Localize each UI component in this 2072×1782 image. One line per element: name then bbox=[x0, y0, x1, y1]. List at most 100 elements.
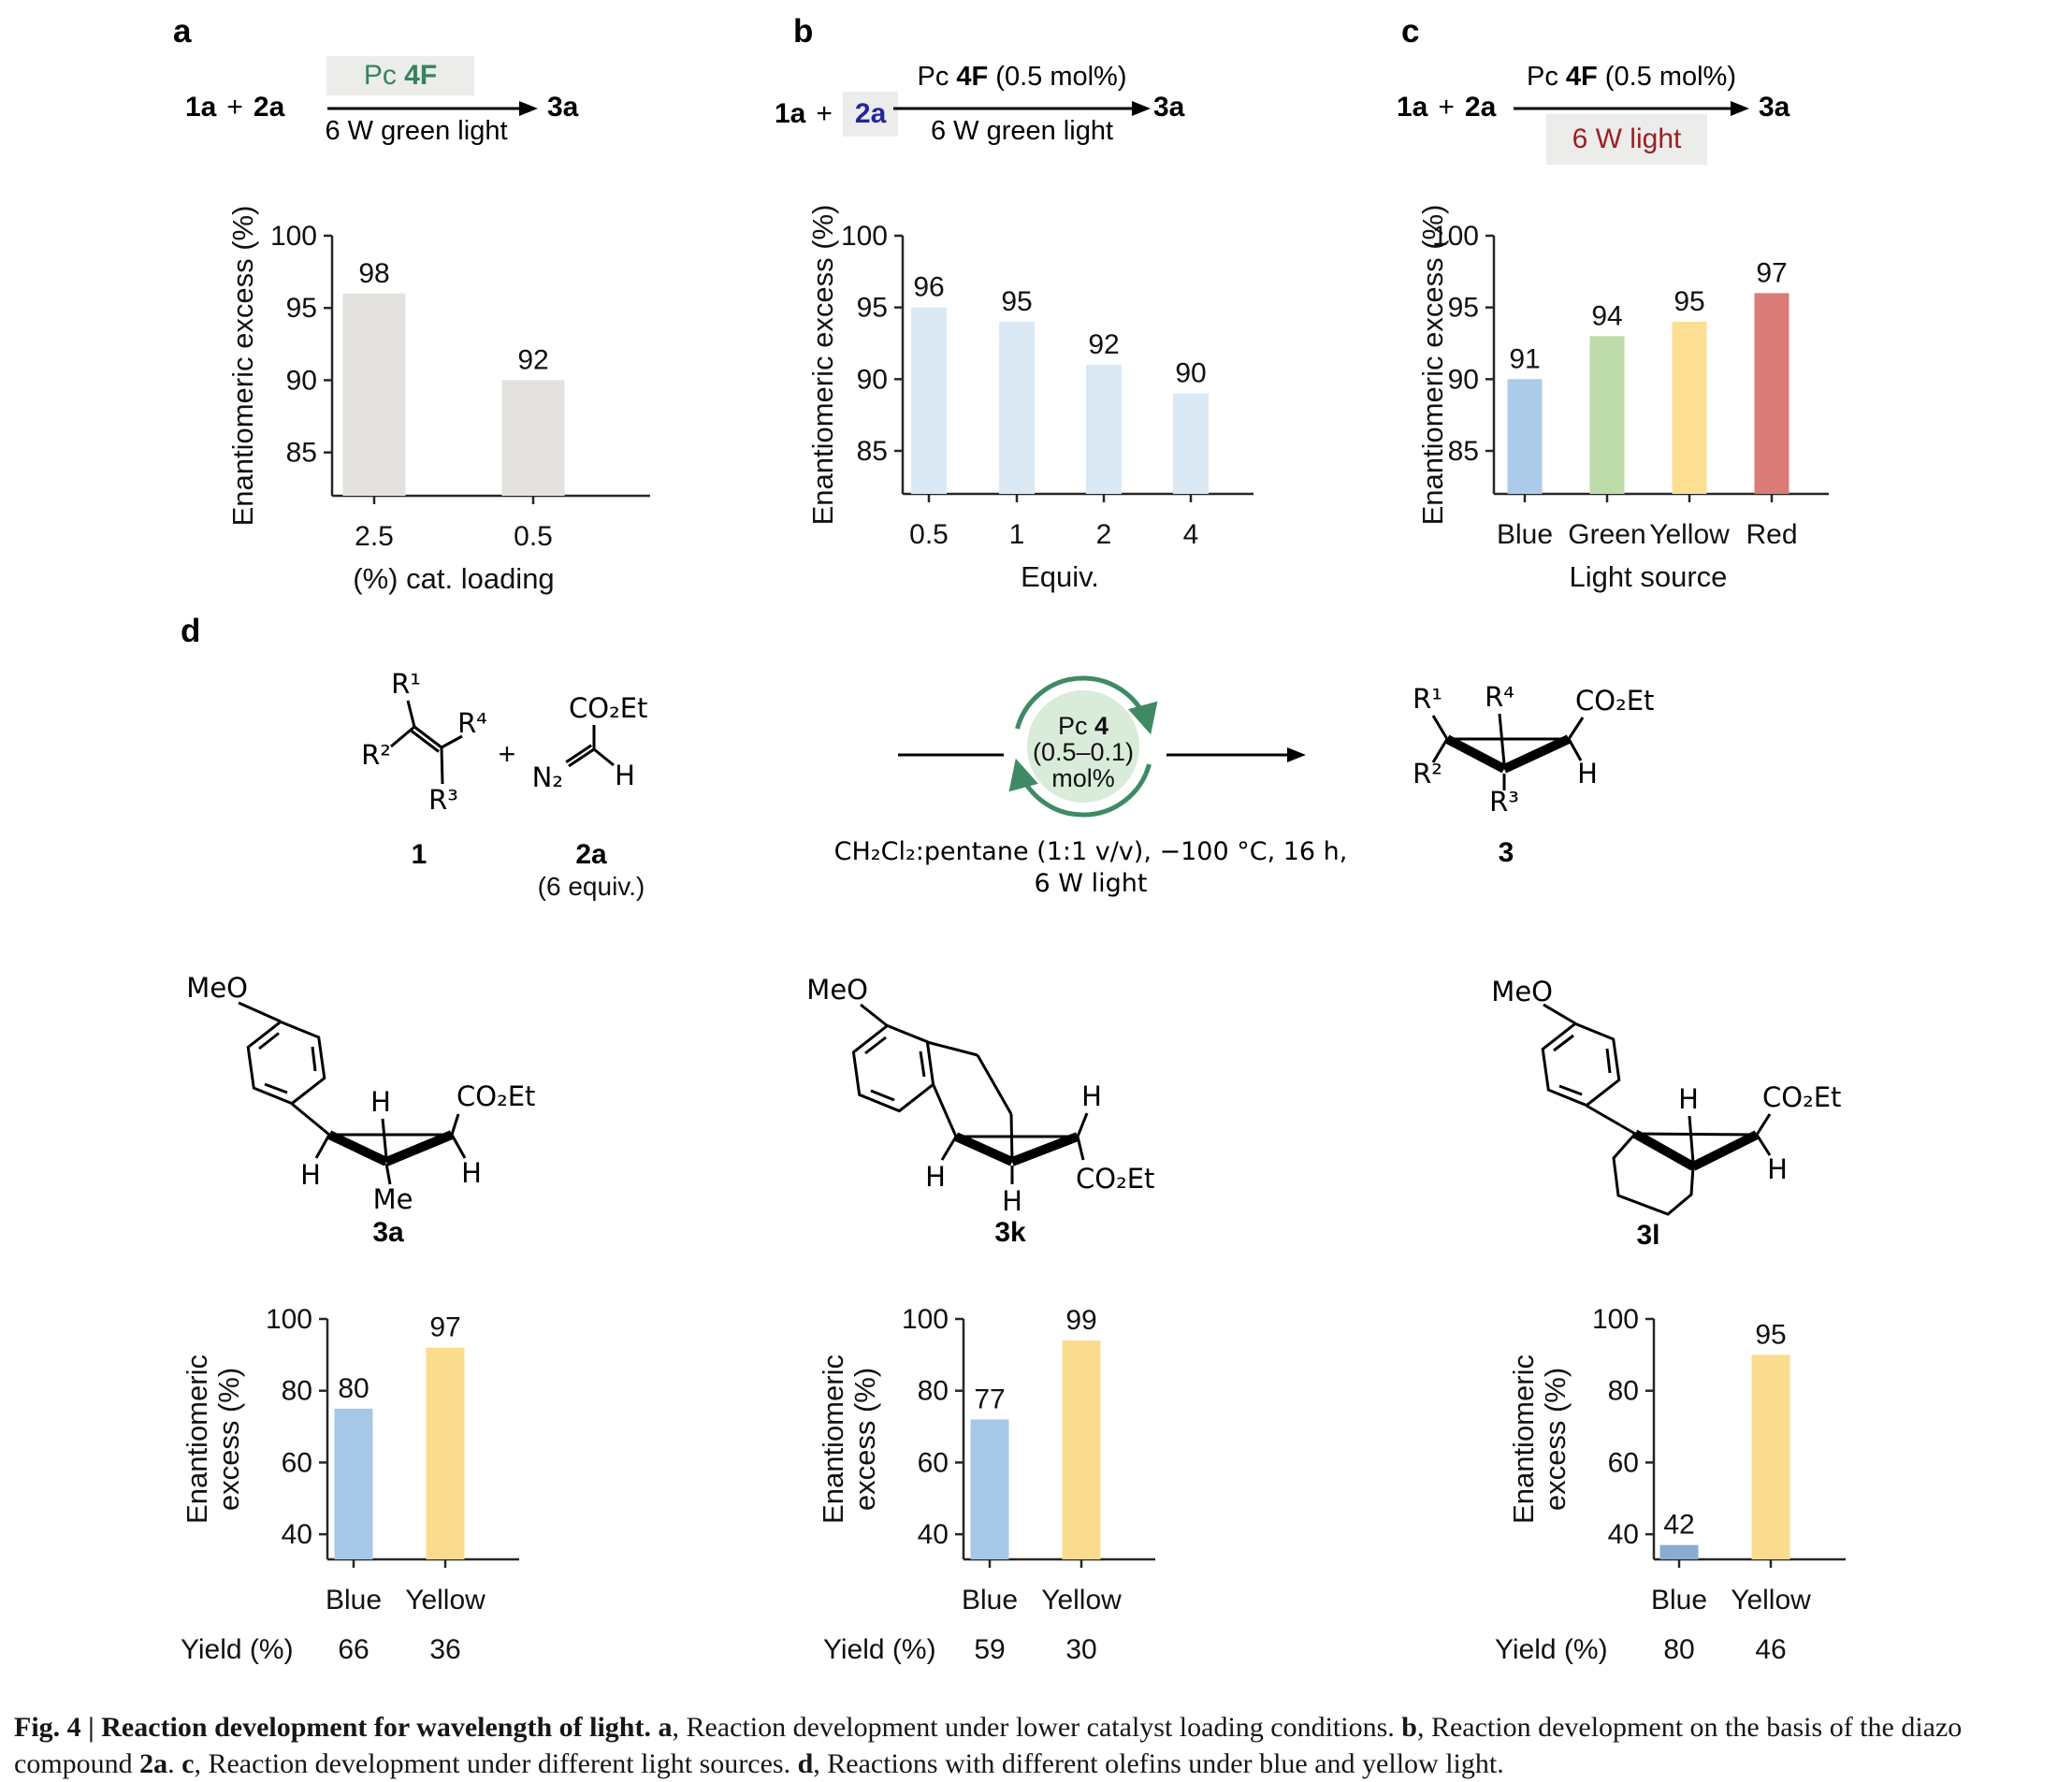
ester-label: CO₂Et bbox=[569, 692, 647, 724]
catalyst-label: Pc 4F (0.5 mol%) bbox=[1526, 62, 1736, 92]
bar-Blue bbox=[1659, 1544, 1699, 1559]
caption-segment: , Reaction development under lower catal… bbox=[672, 1712, 1402, 1743]
bar-1 bbox=[999, 322, 1035, 494]
yield-value: 59 bbox=[974, 1634, 1005, 1665]
y-tick-label: 60 bbox=[1608, 1447, 1639, 1478]
bar-Red bbox=[1754, 293, 1789, 494]
x-axis-title: Equiv. bbox=[1021, 560, 1099, 593]
x-tick-label: Yellow bbox=[405, 1585, 485, 1615]
panel-d-label: d bbox=[181, 613, 201, 649]
cycle-arrow-top bbox=[1015, 675, 1158, 735]
y-axis-title: Enantiomeric bbox=[817, 1355, 849, 1524]
compound-1a: 1a bbox=[775, 98, 806, 129]
bar-value-label: 95 bbox=[1001, 286, 1032, 317]
panel-c-reactants: 1a + 2a bbox=[1397, 92, 1496, 123]
compound-3a: 3a bbox=[547, 92, 579, 123]
bar-value-label: 97 bbox=[429, 1312, 460, 1343]
diazo-structure bbox=[565, 725, 615, 768]
x-tick-label: Blue bbox=[1651, 1585, 1707, 1615]
cycle-loading-label: (0.5–0.1) bbox=[1033, 738, 1134, 766]
bar-2.5 bbox=[342, 293, 406, 496]
equiv-label: (6 equiv.) bbox=[538, 872, 645, 901]
compound-2a-label: 2a bbox=[575, 839, 607, 870]
structure-3a: MeO H CO₂Et H Me H 3a bbox=[186, 972, 535, 1248]
x-tick-label: Red bbox=[1746, 519, 1797, 550]
compound-3-label: 3 bbox=[1499, 837, 1514, 868]
r4-label: R⁴ bbox=[457, 707, 487, 739]
conditions-line-2: 6 W light bbox=[1035, 869, 1148, 898]
y-tick-label: 85 bbox=[286, 438, 317, 469]
r4-label: R⁴ bbox=[1485, 681, 1514, 713]
cycle-catalyst-label: Pc 4 bbox=[1058, 712, 1108, 740]
bar-value-label: 98 bbox=[358, 258, 389, 289]
x-tick-label: Blue bbox=[1497, 519, 1553, 550]
bar-value-label: 96 bbox=[913, 272, 944, 303]
h-left-label: H bbox=[925, 1161, 946, 1193]
ester-label: CO₂Et bbox=[1575, 685, 1654, 717]
me-label: Me bbox=[373, 1183, 413, 1215]
panel-b-reactants: 1a + 2a bbox=[775, 92, 899, 137]
fused-ring-and-cyclopropane bbox=[926, 1040, 1089, 1184]
caption-segment: 2a bbox=[139, 1748, 168, 1779]
catalyst-label: Pc 4F bbox=[363, 60, 438, 91]
bar-value-label: 94 bbox=[1591, 300, 1622, 331]
compound-2a-highlight: 2a bbox=[842, 92, 899, 137]
h-top-label: H bbox=[1081, 1080, 1102, 1112]
cycle-arrow-bottom bbox=[1008, 758, 1152, 818]
n2-label: N₂ bbox=[532, 761, 563, 793]
y-tick-label: 80 bbox=[918, 1376, 949, 1407]
bar-0.5 bbox=[911, 307, 947, 494]
y-axis-title: excess (%) bbox=[848, 1368, 881, 1511]
caption-segment: b bbox=[1401, 1712, 1417, 1743]
y-tick-label: 85 bbox=[1448, 436, 1479, 467]
y-tick-label: 95 bbox=[1448, 293, 1479, 324]
bar-4 bbox=[1173, 393, 1209, 494]
panel-a-reactants: 1a + 2a bbox=[185, 92, 284, 123]
benzene-ring bbox=[238, 1001, 330, 1137]
panel-b-product: 3a bbox=[1153, 92, 1184, 123]
bar-Yellow bbox=[426, 1347, 465, 1559]
x-tick-label: 4 bbox=[1183, 519, 1199, 550]
reaction-arrow bbox=[327, 101, 538, 116]
y-tick-label: 90 bbox=[286, 365, 317, 396]
h-label: H bbox=[615, 760, 635, 791]
bar-value-label: 92 bbox=[1088, 329, 1119, 360]
x-tick-label: Blue bbox=[326, 1585, 382, 1615]
bar-value-label: 90 bbox=[1175, 358, 1206, 389]
y-axis-title: Enantiomeric bbox=[1507, 1355, 1540, 1524]
y-tick-label: 80 bbox=[1608, 1376, 1639, 1407]
r1-label: R¹ bbox=[1413, 683, 1442, 715]
x-tick-label: 2 bbox=[1096, 519, 1112, 550]
x-axis-title: Light source bbox=[1570, 560, 1728, 593]
y-tick-label: 100 bbox=[1432, 221, 1479, 252]
reaction-arrow bbox=[1514, 101, 1749, 116]
bar-2 bbox=[1086, 365, 1122, 494]
arrow-head bbox=[519, 101, 538, 116]
reaction-arrow bbox=[893, 101, 1151, 116]
y-tick-label: 100 bbox=[1592, 1304, 1639, 1335]
compound-3l-label: 3l bbox=[1636, 1220, 1659, 1251]
chart-3l: 40 60 80 100 42 Blue 95 Yellow Enantiomeric exces… bbox=[1495, 1304, 1846, 1665]
y-tick-label: 60 bbox=[918, 1447, 949, 1478]
panel-a-label: a bbox=[173, 13, 192, 50]
y-tick-label: 95 bbox=[286, 293, 317, 324]
h-bottom-label: H bbox=[1002, 1185, 1022, 1217]
compound-2a: 2a bbox=[253, 92, 285, 123]
bar-value-label: 92 bbox=[517, 344, 548, 375]
olefin-structure bbox=[390, 700, 463, 785]
y-axis-title: Enantiomeric excess (%) bbox=[226, 206, 259, 527]
y-tick-label: 40 bbox=[918, 1519, 949, 1550]
y-tick-label: 90 bbox=[1448, 364, 1479, 395]
condition-label: 6 W green light bbox=[930, 116, 1114, 146]
yield-value: 46 bbox=[1755, 1634, 1786, 1665]
y-axis-title: Enantiomeric excess (%) bbox=[806, 205, 839, 526]
chart-a: 85 90 95 100 98 2.5 92 0.5 (%) cat. loading Enant… bbox=[226, 206, 650, 595]
condition-label: 6 W light bbox=[1572, 123, 1682, 154]
x-axis-title: (%) cat. loading bbox=[353, 562, 554, 595]
meo-label: MeO bbox=[806, 974, 868, 1006]
cyclohexane-and-cyclopropane bbox=[1586, 1104, 1772, 1216]
h-label: H bbox=[1577, 758, 1598, 790]
bar-value-label: 99 bbox=[1065, 1305, 1096, 1336]
ester-label: CO₂Et bbox=[456, 1080, 535, 1112]
